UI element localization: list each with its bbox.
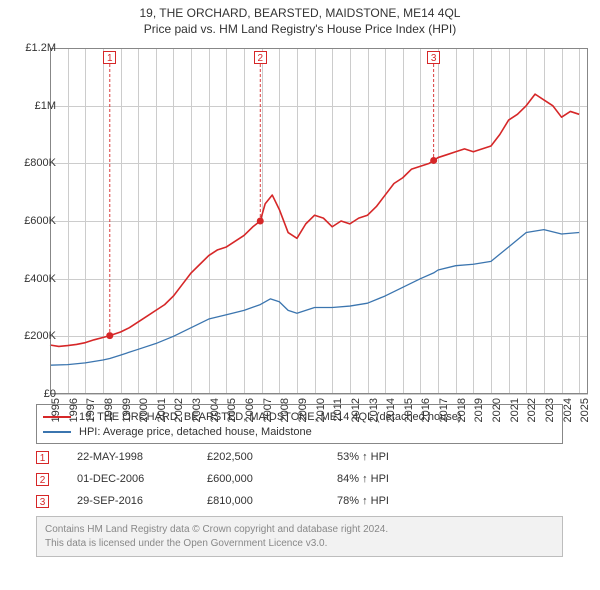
legend-item: HPI: Average price, detached house, Maid…	[43, 424, 556, 439]
legend: 19, THE ORCHARD, BEARSTED, MAIDSTONE, ME…	[36, 404, 563, 444]
attribution-box: Contains HM Land Registry data © Crown c…	[36, 516, 563, 557]
sales-row: 1 22-MAY-1998£202,50053% ↑ HPI	[36, 446, 563, 468]
y-tick-label: £800K	[8, 157, 56, 169]
y-tick-label: £0	[8, 388, 56, 400]
legend-swatch	[43, 431, 71, 433]
sale-marker-dot	[106, 332, 113, 339]
sales-table: 1 22-MAY-1998£202,50053% ↑ HPI 2 01-DEC-200…	[36, 446, 563, 512]
sales-marker-box: 3	[36, 495, 49, 508]
sales-delta: 53% ↑ HPI	[337, 451, 447, 463]
sales-row: 2 01-DEC-2006£600,00084% ↑ HPI	[36, 468, 563, 490]
sales-marker-box: 1	[36, 451, 49, 464]
sales-delta: 84% ↑ HPI	[337, 473, 447, 485]
sale-marker-box: 1	[103, 51, 116, 64]
y-tick-label: £1.2M	[8, 42, 56, 54]
sale-marker-box: 2	[254, 51, 267, 64]
legend-swatch	[43, 416, 71, 418]
sales-price: £600,000	[207, 473, 337, 485]
chart-area: 1 2 3	[50, 48, 588, 394]
sale-marker-dot	[430, 157, 437, 164]
chart-title: 19, THE ORCHARD, BEARSTED, MAIDSTONE, ME…	[0, 0, 600, 20]
sales-price: £202,500	[207, 451, 337, 463]
sales-row: 3 29-SEP-2016£810,00078% ↑ HPI	[36, 490, 563, 512]
sale-marker-box: 3	[427, 51, 440, 64]
attribution-line: This data is licensed under the Open Gov…	[45, 537, 554, 551]
legend-label: HPI: Average price, detached house, Maid…	[79, 426, 312, 438]
sales-delta: 78% ↑ HPI	[337, 495, 447, 507]
series-hpi	[50, 230, 579, 366]
sale-marker-dot	[257, 218, 264, 225]
y-tick-label: £600K	[8, 215, 56, 227]
legend-item: 19, THE ORCHARD, BEARSTED, MAIDSTONE, ME…	[43, 409, 556, 424]
x-tick-label: 2024	[562, 398, 574, 422]
sales-date: 29-SEP-2016	[77, 495, 207, 507]
sales-date: 01-DEC-2006	[77, 473, 207, 485]
y-tick-label: £1M	[8, 100, 56, 112]
y-tick-label: £200K	[8, 330, 56, 342]
chart-subtitle: Price paid vs. HM Land Registry's House …	[0, 20, 600, 38]
sales-date: 22-MAY-1998	[77, 451, 207, 463]
sales-price: £810,000	[207, 495, 337, 507]
y-tick-label: £400K	[8, 273, 56, 285]
sales-marker-box: 2	[36, 473, 49, 486]
series-property	[50, 94, 579, 346]
attribution-line: Contains HM Land Registry data © Crown c…	[45, 523, 554, 537]
x-tick-label: 2025	[579, 398, 591, 422]
chart-lines	[50, 48, 588, 394]
legend-label: 19, THE ORCHARD, BEARSTED, MAIDSTONE, ME…	[79, 411, 462, 423]
